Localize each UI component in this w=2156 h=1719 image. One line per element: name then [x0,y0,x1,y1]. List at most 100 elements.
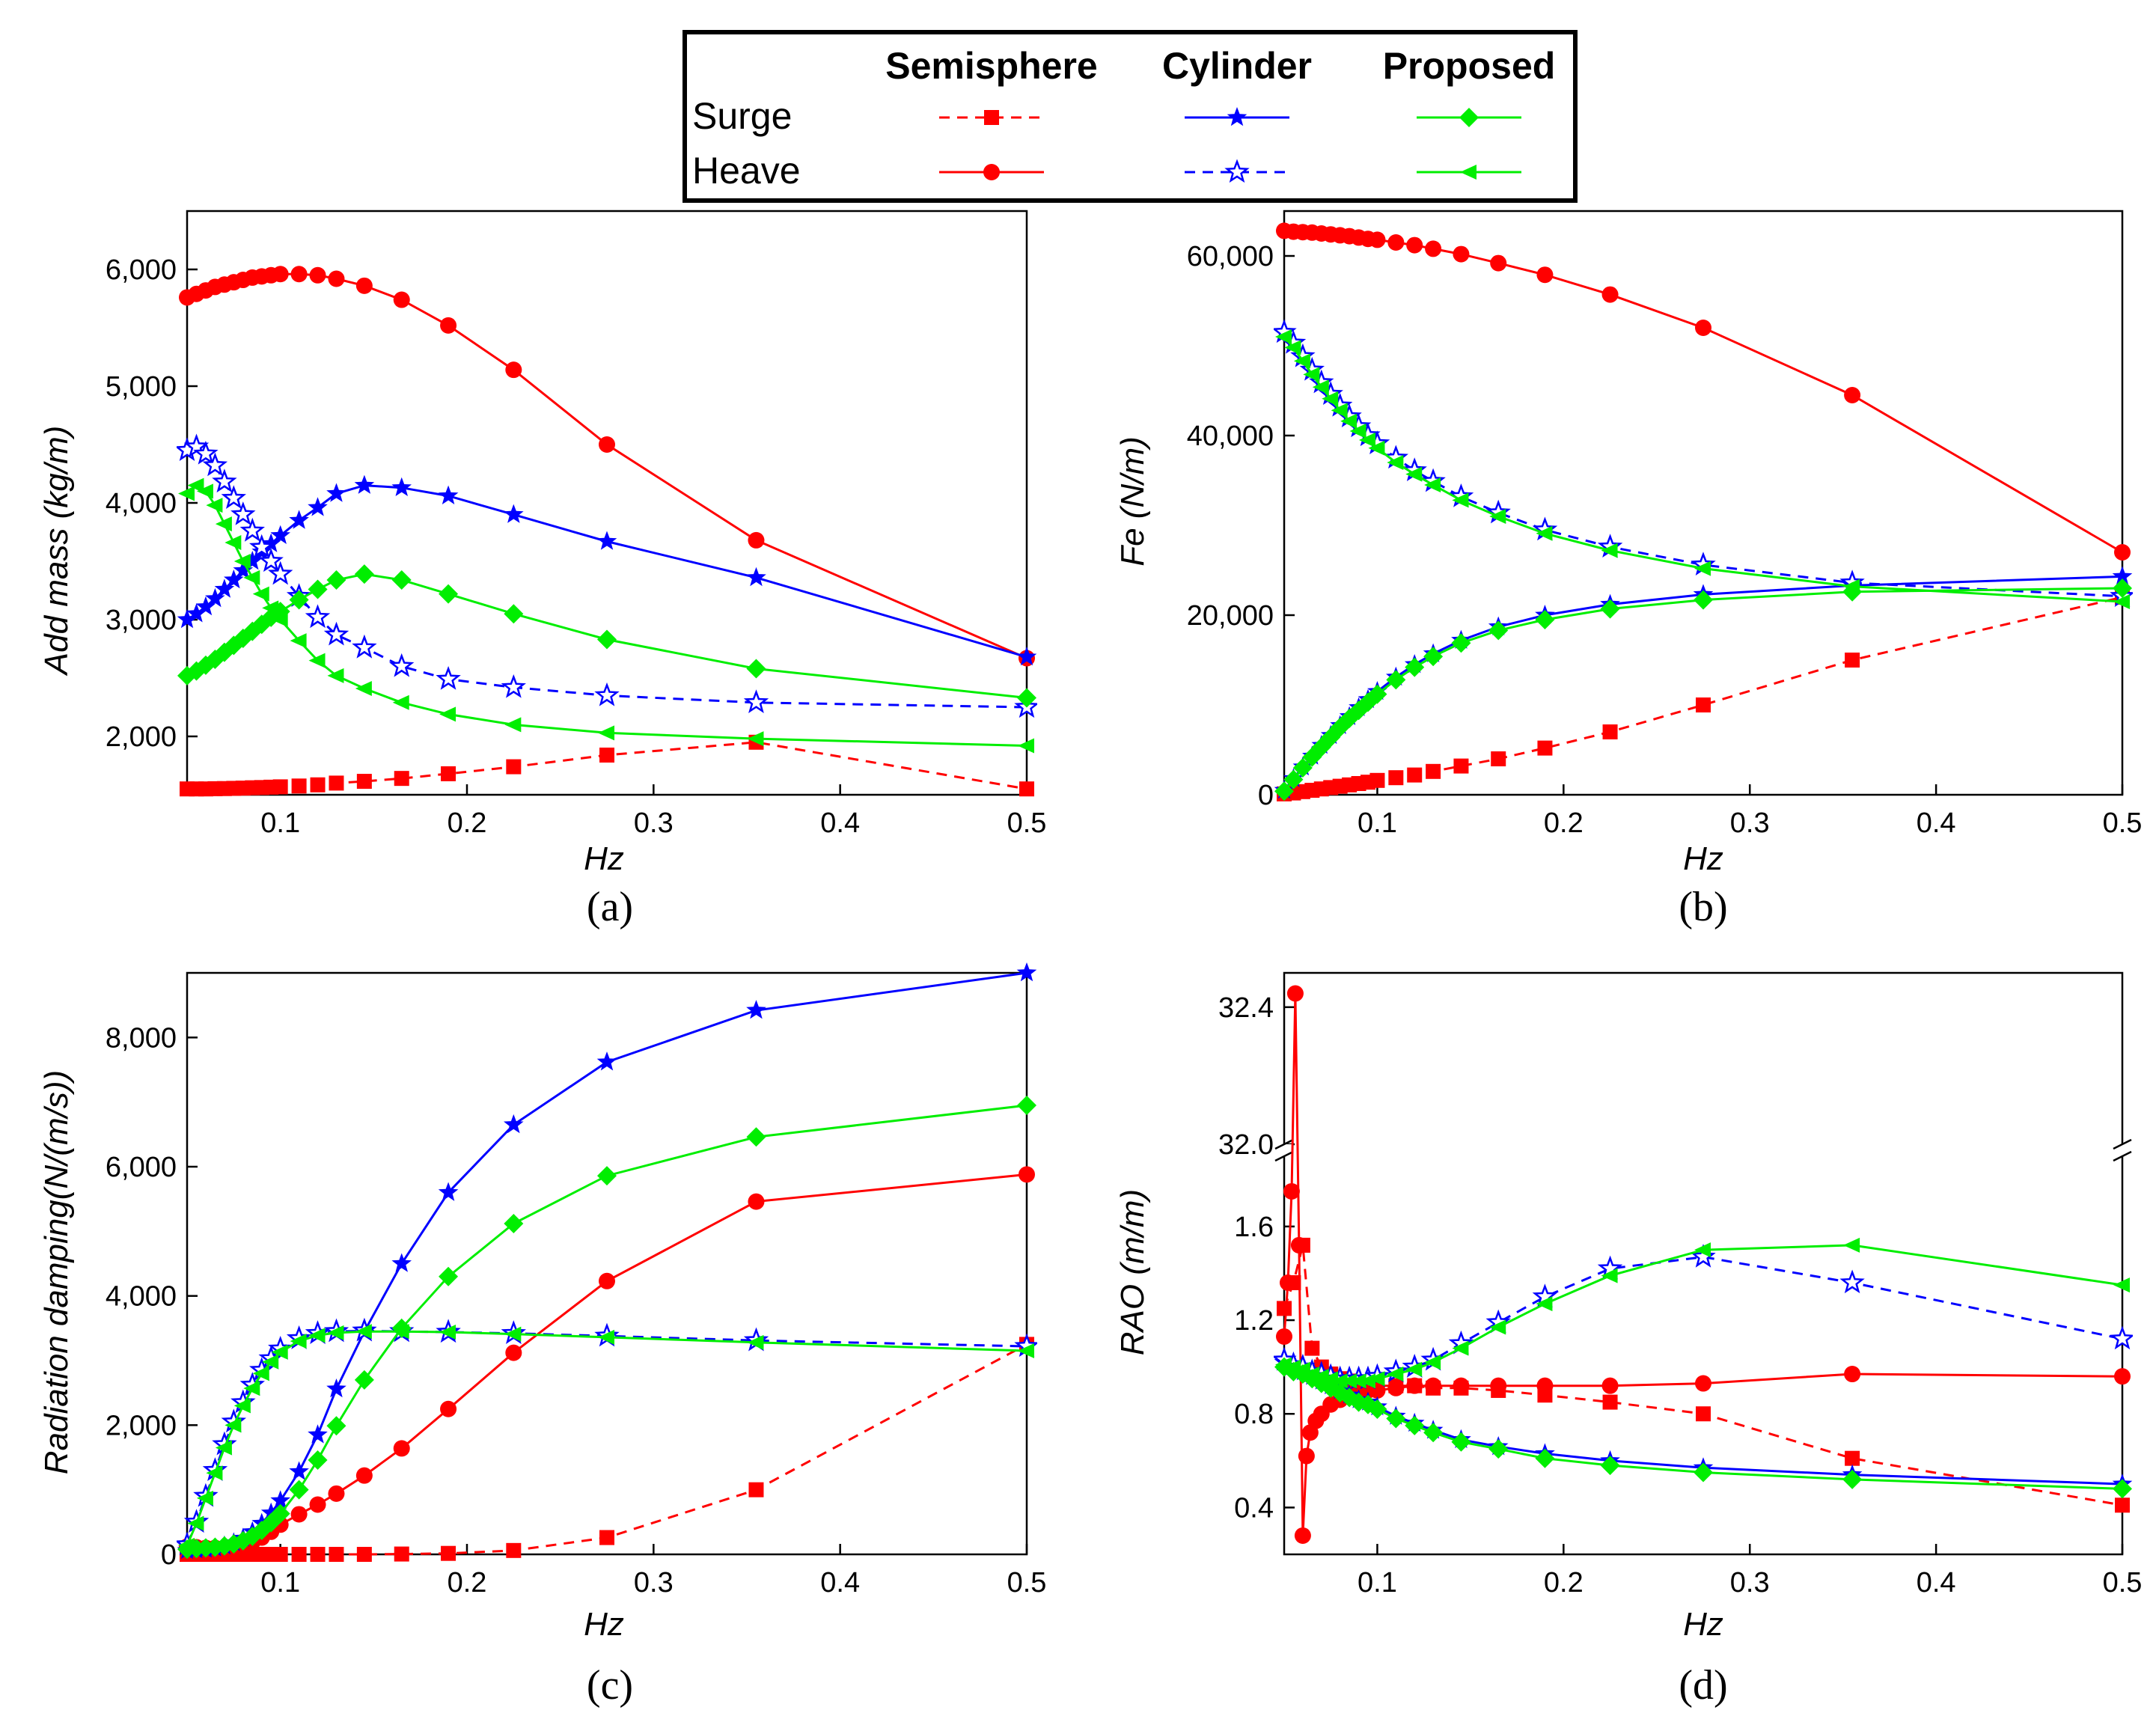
panel-a-label: (a) [587,884,633,930]
panel-a-point-proposed-heave [196,483,213,499]
panel-d-point-semisphere-heave [2114,1368,2131,1385]
panel-b-point-proposed-heave [1349,424,1366,439]
panel-a-point-semisphere-surge [506,759,522,775]
panel-b-xtick-label: 0.1 [1358,807,1397,839]
panel-b-point-proposed-surge [1600,599,1620,619]
panel-d-point-proposed-heave [2113,1277,2130,1293]
panel-a-point-cylinder-surge [596,531,617,550]
panel-a-point-cylinder-surge [746,567,766,587]
panel-d-point-proposed-heave [1601,1268,1618,1283]
panel-c-point-semisphere-surge [599,1530,614,1545]
panel-a: 0.1 0.2 0.3 0.4 0.5 2,000 3,000 4,000 5,000 6,000… [38,210,1047,930]
panel-a-xlabel: Hz [584,840,624,877]
panel-b-point-semisphere-surge [1426,763,1441,779]
panel-d-ytick-label: 32.4 [1218,992,1274,1024]
panel-c-series-semisphere-surge [180,1337,1034,1562]
panel-c-point-proposed-heave [233,1398,251,1414]
panel-d-point-proposed-surge [1842,1469,1863,1489]
panel-a-point-cylinder-surge [186,603,207,623]
panel-a-ytick-label: 3,000 [106,605,177,636]
panel-b-point-semisphere-surge [1388,770,1404,786]
legend-row-surge: Surge [692,95,792,137]
panel-b-point-proposed-heave [1694,561,1711,576]
panel-d-point-proposed-surge [1488,1439,1509,1459]
panel-b-ytick-label: 20,000 [1187,600,1274,632]
panel-a-point-cylinder-surge [270,525,290,544]
panel-d-point-semisphere-heave [1490,1377,1507,1394]
panel-b-point-semisphere-heave [1601,286,1619,303]
panel-b-point-semisphere-heave [2114,544,2131,561]
panel-b-point-semisphere-heave [1695,320,1711,336]
panel-d-xtick-label: 0.2 [1544,1567,1584,1599]
panel-a-point-semisphere-heave [309,266,326,284]
panel-b-series-semisphere-surge [1277,590,2130,802]
panel-a-point-semisphere-surge [329,775,344,791]
panel-d-line-semisphere-heave [1283,993,2123,1536]
panel-b-point-proposed-heave [1293,353,1310,369]
panel-a-point-cylinder-surge [242,551,263,570]
panel-c-point-proposed-surge [326,1416,346,1436]
panel-b-point-proposed-heave [1843,578,1860,594]
panel-a-point-semisphere-surge [310,777,326,793]
panel-c-point-semisphere-heave [599,1272,615,1289]
panel-a-xtick-label: 0.5 [1007,807,1047,839]
panel-a-xtick-label: 0.3 [634,807,674,839]
panel-d-point-proposed-heave [1489,1319,1506,1335]
panel-a-point-cylinder-heave [594,682,620,706]
panel-a-point-proposed-heave [233,554,251,569]
panel-c-point-proposed-heave [290,1334,307,1349]
panel-a-point-cylinder-surge [233,560,254,579]
panel-a-series-cylinder-surge [177,474,1037,666]
panel-c-point-semisphere-surge [329,1547,344,1562]
panel-d-point-semisphere-heave [1286,985,1304,1002]
panel-c-point-semisphere-surge [272,1547,288,1562]
panel-a-xtick-label: 0.1 [260,807,300,839]
panel-b-point-semisphere-heave [1844,387,1861,403]
panel-a-point-proposed-surge [308,579,328,599]
panel-a-point-cylinder-heave [249,534,275,558]
panel-a-point-proposed-heave [327,668,344,683]
panel-d-series-semisphere-heave [1276,985,2131,1544]
panel-d-point-proposed-heave [1536,1296,1553,1312]
panel-d-plot-area: 0.1 0.2 0.3 0.4 0.5 0.4 0.8 1.2 1.6 32.0 32.4 [1218,971,2142,1599]
panel-b-label: (b) [1679,884,1727,930]
panel-c-point-semisphere-heave [440,1400,457,1417]
panel-a-ytick-label: 6,000 [106,254,177,286]
panel-c-line-semisphere-heave [186,1173,1027,1549]
panel-a-point-proposed-heave [1018,738,1034,754]
panel-a-series-proposed-heave [178,477,1034,754]
panel-c-point-proposed-surge [1017,1095,1036,1115]
panel-a-point-cylinder-heave [221,485,246,510]
panel-a-point-semisphere-heave [393,291,410,308]
panel-c-point-proposed-heave [243,1381,260,1396]
panel-c-point-semisphere-surge [310,1547,326,1562]
panel-b-point-proposed-heave [1452,492,1469,508]
panel-d-point-proposed-heave [1322,1371,1339,1387]
panel-d-point-proposed-surge [1600,1456,1620,1476]
panel-c-point-cylinder-surge [1016,962,1037,982]
panel-d-point-semisphere-surge [1304,1340,1320,1356]
panel-c-point-cylinder-surge [504,1114,524,1134]
panel-c-point-proposed-heave [504,1326,522,1342]
panel-d-point-semisphere-heave [1283,1182,1300,1200]
panel-b-point-proposed-surge [1386,670,1406,690]
panel-d-point-proposed-heave [1275,1357,1292,1373]
panel-b-point-semisphere-surge [1537,740,1553,756]
panel-c-point-semisphere-heave [748,1193,765,1210]
panel-c-point-cylinder-surge [260,1502,281,1522]
panel-d-point-proposed-heave [1694,1242,1711,1258]
panel-b-point-proposed-heave [1322,391,1339,406]
panel-c-ytick-label: 6,000 [106,1152,177,1183]
panel-c-point-cylinder-surge [326,1378,346,1398]
panel-d-point-proposed-heave [1340,1373,1358,1389]
panel-a-point-cylinder-heave [230,501,256,525]
panel-a-point-cylinder-heave [501,674,526,698]
panel-a-point-semisphere-surge [1019,781,1034,797]
panel-a-point-cylinder-heave [305,604,331,629]
panel-a-point-proposed-surge [326,570,346,590]
panel-b-point-proposed-heave [1368,440,1385,456]
panel-b-xtick-label: 0.2 [1544,807,1584,839]
panel-b-point-proposed-surge [1488,620,1509,641]
panel-c-point-semisphere-heave [1019,1166,1035,1183]
legend-heave-semisphere-marker [983,164,1000,180]
